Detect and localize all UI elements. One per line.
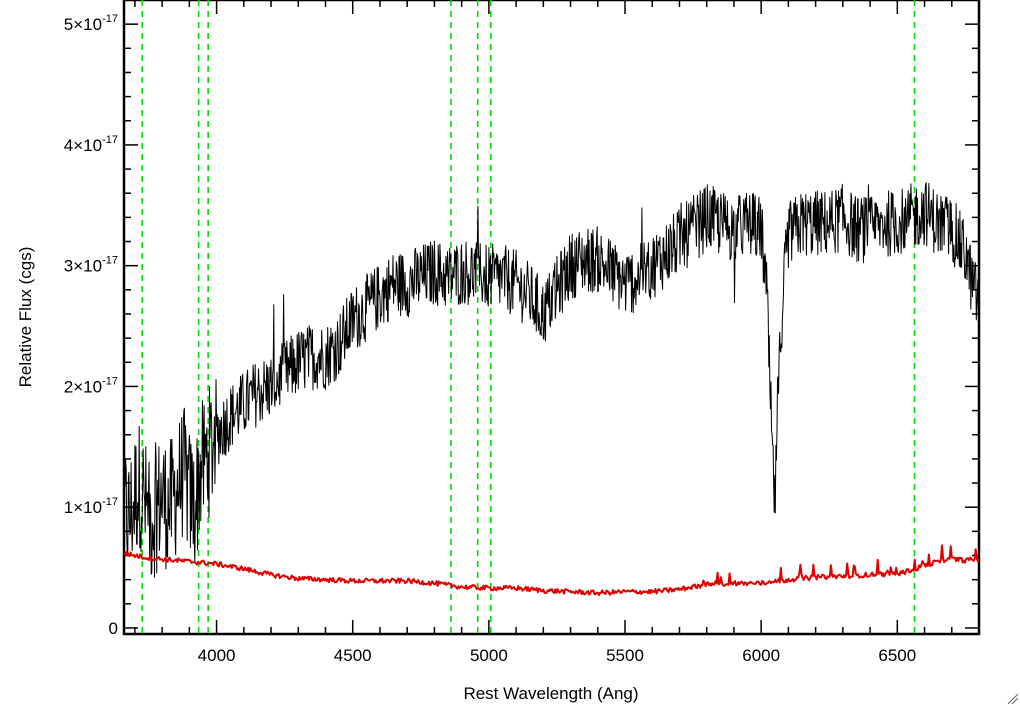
x-tick-label: 4000 — [198, 646, 236, 665]
x-tick-label: 5500 — [606, 646, 644, 665]
y-tick-label: 2×10-17 — [64, 375, 118, 396]
y-tick-label: 5×10-17 — [64, 13, 118, 34]
y-axis-title: Relative Flux (cgs) — [16, 247, 35, 388]
plot-area — [122, 0, 981, 636]
x-tick-labels: 4000 4500 5000 5500 6000 6500 — [198, 646, 917, 665]
resize-grip-icon[interactable] — [1006, 692, 1018, 704]
x-axis-title: Rest Wavelength (Ang) — [463, 684, 638, 703]
x-tick-label: 5000 — [470, 646, 508, 665]
y-tick-label: 1×10-17 — [64, 496, 118, 517]
y-tick-label: 0 — [109, 619, 118, 638]
x-tick-label: 4500 — [334, 646, 372, 665]
y-tick-label: 3×10-17 — [64, 255, 118, 276]
y-tick-labels: 0 1×10-17 2×10-17 3×10-17 4×10-17 5×10-17 — [64, 13, 118, 638]
axis-ticks — [124, 0, 980, 634]
series-group — [123, 182, 980, 597]
error-series-line — [123, 544, 980, 597]
x-tick-label: 6000 — [742, 646, 780, 665]
line-markers — [141, 0, 916, 634]
y-tick-label: 4×10-17 — [64, 134, 118, 155]
flux-series-line — [123, 182, 980, 578]
x-tick-label: 6500 — [878, 646, 916, 665]
